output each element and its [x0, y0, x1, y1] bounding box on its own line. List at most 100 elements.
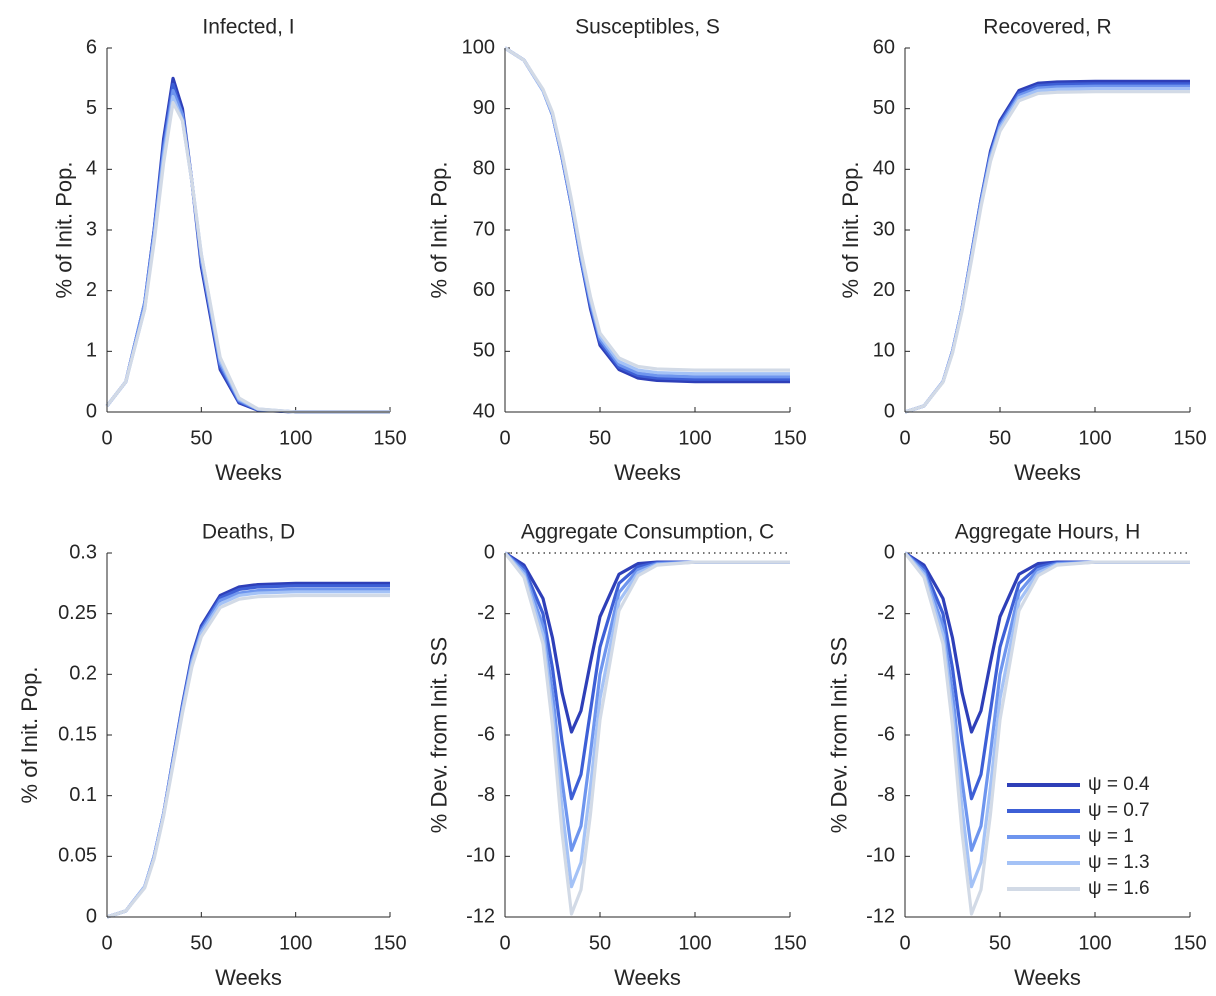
- y-tick-label: -2: [477, 602, 495, 624]
- y-tick-label: 0: [484, 541, 495, 563]
- y-axis-label: % of Init. Pop.: [426, 162, 451, 299]
- y-tick-label: -6: [877, 723, 895, 745]
- y-tick-label: -4: [477, 663, 495, 685]
- data-line: [106, 593, 390, 919]
- legend: ψ = 0.4 ψ = 0.7 ψ = 1 ψ = 1.3 ψ = 1.6: [1002, 767, 1172, 907]
- x-axis-label: Weeks: [1014, 965, 1081, 990]
- x-tick-label: 50: [989, 427, 1011, 449]
- y-tick-label: 2: [86, 279, 97, 301]
- x-tick-label: 50: [589, 932, 611, 954]
- data-line: [503, 552, 790, 916]
- y-tick-label: 0.05: [58, 845, 97, 867]
- x-tick-label: 150: [1173, 932, 1206, 954]
- x-tick-label: 0: [899, 932, 910, 954]
- y-tick-label: 0.25: [58, 602, 97, 624]
- y-tick-label: -10: [466, 845, 495, 867]
- x-tick-label: 50: [989, 932, 1011, 954]
- y-axis-label: % of Init. Pop.: [838, 162, 863, 299]
- data-line: [503, 551, 790, 889]
- x-tick-label: 100: [279, 932, 312, 954]
- y-tick-label: 5: [86, 97, 97, 119]
- x-tick-label: 150: [773, 932, 806, 954]
- y-tick-label: 0.3: [69, 541, 97, 563]
- legend-label: ψ = 0.4: [1088, 774, 1150, 795]
- data-line: [105, 101, 390, 414]
- y-tick-label: 0: [86, 400, 97, 422]
- legend-label: ψ = 1.3: [1088, 852, 1150, 873]
- y-tick-label: 30: [873, 218, 895, 240]
- y-tick-label: 0: [884, 400, 895, 422]
- data-line: [504, 46, 790, 372]
- x-tick-label: 100: [1078, 932, 1111, 954]
- y-tick-label: -8: [877, 784, 895, 806]
- x-tick-label: 0: [499, 932, 510, 954]
- chart-title: Aggregate Consumption, C: [521, 521, 774, 544]
- y-tick-label: 50: [873, 97, 895, 119]
- x-tick-label: 50: [589, 427, 611, 449]
- x-tick-label: 0: [101, 932, 112, 954]
- x-tick-label: 150: [373, 427, 406, 449]
- x-tick-label: 50: [190, 932, 212, 954]
- x-tick-label: 100: [1078, 427, 1111, 449]
- y-tick-label: 50: [473, 340, 495, 362]
- legend-label: ψ = 0.7: [1088, 800, 1150, 821]
- x-tick-label: 0: [899, 427, 910, 449]
- x-tick-label: 150: [1173, 427, 1206, 449]
- x-tick-label: 100: [678, 427, 711, 449]
- x-axis-label: Weeks: [614, 460, 681, 485]
- y-axis-label: % Dev. from Init. SS: [826, 637, 851, 833]
- y-tick-label: 3: [86, 218, 97, 240]
- data-line: [904, 90, 1190, 414]
- x-tick-label: 150: [773, 427, 806, 449]
- y-tick-label: -12: [866, 905, 895, 927]
- y-tick-label: 10: [873, 340, 895, 362]
- y-tick-label: 1: [86, 340, 97, 362]
- y-tick-label: 100: [462, 36, 495, 58]
- x-tick-label: 0: [499, 427, 510, 449]
- y-tick-label: 0.15: [58, 723, 97, 745]
- y-tick-label: 40: [873, 158, 895, 180]
- y-axis-label: % Dev. from Init. SS: [426, 637, 451, 833]
- y-tick-label: -4: [877, 663, 895, 685]
- y-tick-label: 0: [86, 905, 97, 927]
- y-tick-label: 4: [86, 158, 97, 180]
- data-line: [903, 552, 1190, 916]
- data-line: [105, 76, 390, 414]
- chart-title: Susceptibles, S: [575, 16, 720, 39]
- x-axis-label: Weeks: [215, 965, 282, 990]
- y-tick-label: -12: [466, 905, 495, 927]
- x-tick-label: 100: [279, 427, 312, 449]
- y-tick-label: 40: [473, 400, 495, 422]
- chart-title: Infected, I: [202, 16, 294, 39]
- chart-title: Deaths, D: [202, 521, 295, 544]
- y-tick-label: -8: [477, 784, 495, 806]
- y-tick-label: 80: [473, 158, 495, 180]
- data-line: [105, 88, 390, 414]
- x-tick-label: 0: [101, 427, 112, 449]
- y-tick-label: -10: [866, 845, 895, 867]
- y-tick-label: 90: [473, 97, 495, 119]
- data-line: [503, 551, 790, 852]
- y-tick-label: 70: [473, 218, 495, 240]
- x-tick-label: 100: [678, 932, 711, 954]
- x-axis-label: Weeks: [215, 460, 282, 485]
- chart-title: Recovered, R: [983, 16, 1111, 39]
- y-tick-label: 0.1: [69, 784, 97, 806]
- legend-label: ψ = 1.6: [1088, 878, 1150, 899]
- y-axis-label: % of Init. Pop.: [17, 667, 42, 804]
- legend-label: ψ = 1: [1088, 826, 1134, 847]
- y-tick-label: 6: [86, 36, 97, 58]
- y-tick-label: -6: [477, 723, 495, 745]
- y-tick-label: 0.2: [69, 663, 97, 685]
- chart-title: Aggregate Hours, H: [955, 521, 1141, 544]
- x-tick-label: 150: [373, 932, 406, 954]
- y-tick-label: 0: [884, 541, 895, 563]
- x-axis-label: Weeks: [614, 965, 681, 990]
- y-tick-label: -2: [877, 602, 895, 624]
- y-tick-label: 20: [873, 279, 895, 301]
- y-tick-label: 60: [473, 279, 495, 301]
- data-line: [105, 82, 390, 414]
- y-axis-label: % of Init. Pop.: [51, 162, 76, 299]
